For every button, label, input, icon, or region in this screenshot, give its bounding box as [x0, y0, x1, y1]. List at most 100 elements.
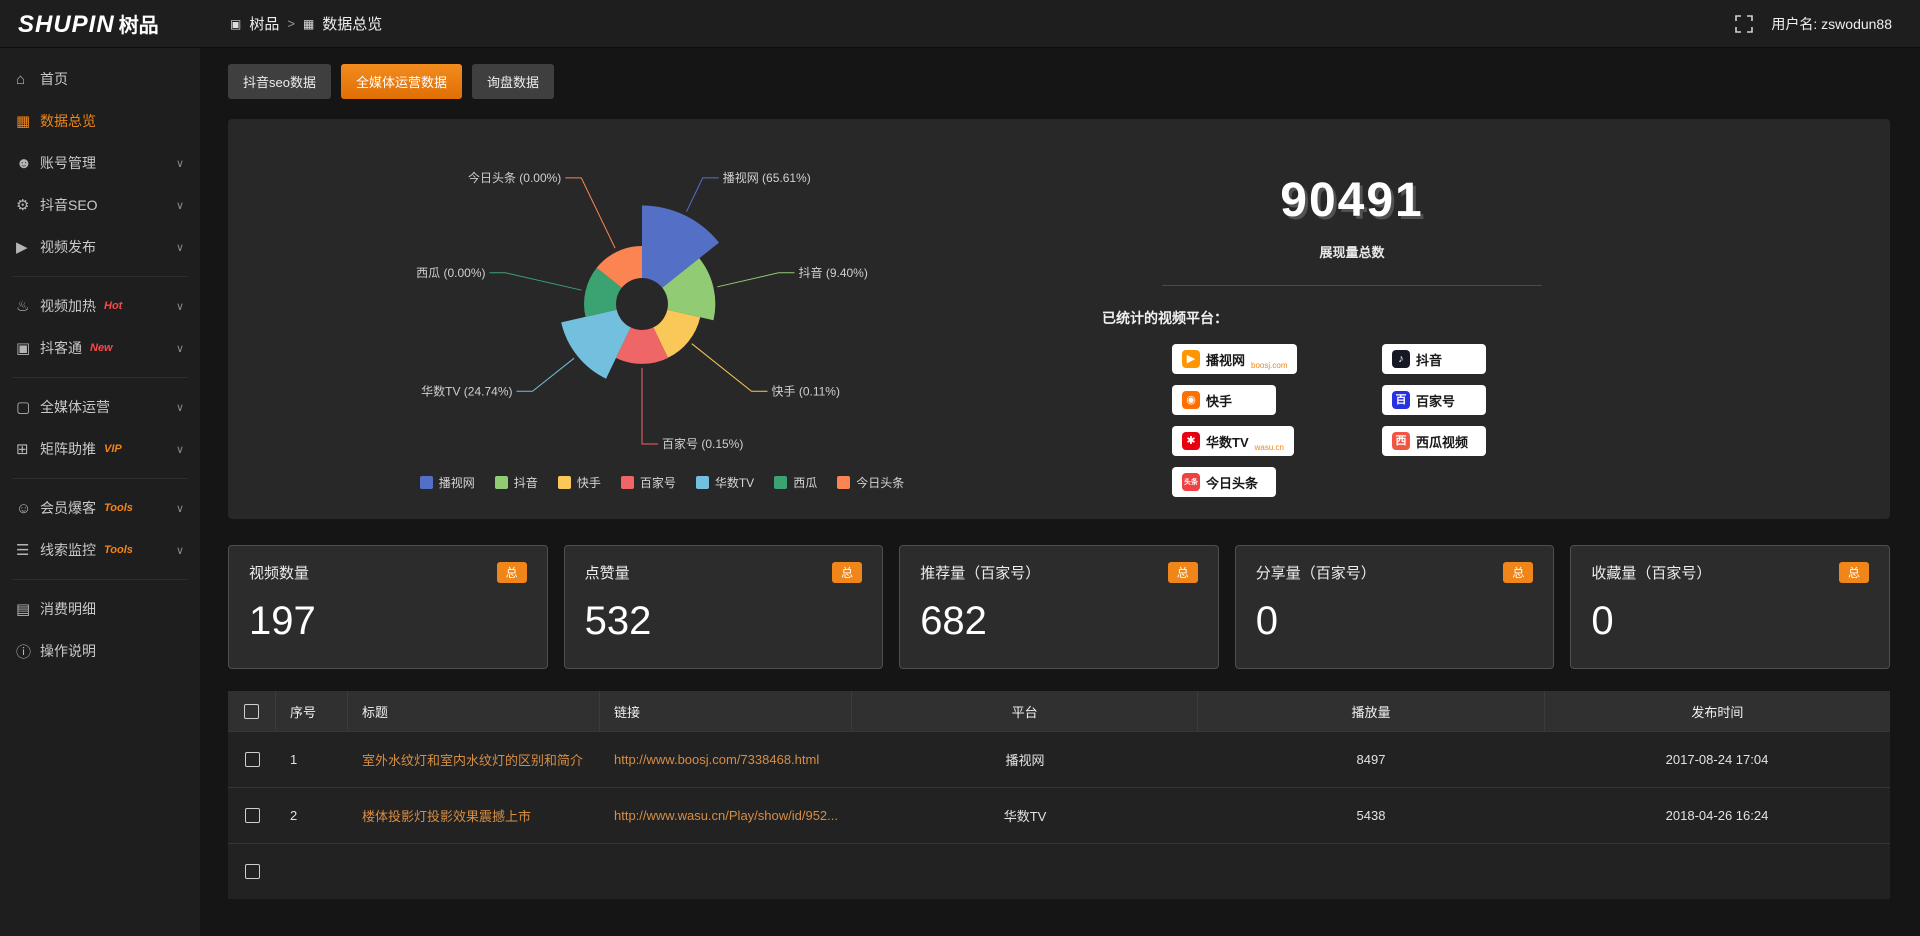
table-row — [228, 843, 1890, 899]
logo-text-cn: 树品 — [118, 14, 159, 37]
sidebar-item-media-ops[interactable]: ▢ 全媒体运营 ∨ — [16, 399, 184, 416]
legend-swatch — [837, 476, 851, 489]
sidebar-divider — [12, 377, 188, 378]
pie-label: 华数TV (24.74%) — [421, 383, 512, 398]
tab-douyin-seo-data[interactable]: 抖音seo数据 — [228, 64, 331, 99]
tab-media-ops-data[interactable]: 全媒体运营数据 — [340, 64, 462, 99]
username-menu[interactable]: 用户名: zswodun88 — [1771, 15, 1892, 32]
chevron-down-icon: ∨ — [175, 157, 184, 170]
total-badge[interactable]: 总 — [1503, 562, 1534, 583]
breadcrumb: ▣ 树品 > ▦ 数据总览 — [230, 13, 382, 34]
tools-tag: Tools — [104, 502, 133, 514]
pie-leader-line — [641, 367, 658, 445]
pie-slice-6[interactable] — [596, 246, 642, 288]
sidebar: ⌂ 首页 ▦ 数据总览 ☻ 账号管理 ∨ ⚙ 抖音SEO ∨ ▶ 视频发布 ∨ … — [0, 48, 200, 936]
monitor-icon: ▢ — [16, 399, 31, 416]
chevron-down-icon: ∨ — [175, 300, 184, 313]
breadcrumb-root-icon: ▣ — [230, 16, 242, 31]
fullscreen-icon[interactable] — [1735, 14, 1754, 33]
sidebar-item-home[interactable]: ⌂ 首页 — [16, 70, 68, 88]
video-url-link[interactable]: http://www.boosj.com/7338468.html — [614, 752, 820, 767]
total-badge[interactable]: 总 — [832, 562, 863, 583]
stat-card-favorites: 收藏量（百家号） 总 0 — [1570, 545, 1890, 669]
kuaishou-logo-icon: ◉ — [1182, 391, 1200, 409]
table-header: 序号 标题 链接 平台 播放量 发布时间 — [228, 691, 1890, 731]
total-badge[interactable]: 总 — [1838, 562, 1869, 583]
pie-slice-2[interactable] — [653, 309, 701, 358]
pie-slice-5[interactable] — [584, 267, 622, 317]
legend-item[interactable]: 今日头条 — [837, 474, 904, 491]
row-checkbox[interactable] — [244, 808, 260, 823]
legend-item[interactable]: 播视网 — [419, 474, 475, 491]
cell-no: 1 — [290, 752, 298, 767]
sidebar-item-data-overview[interactable]: ▦ 数据总览 — [16, 113, 96, 130]
sidebar-item-member-leads[interactable]: ☺ 会员爆客 Tools ∨ — [16, 499, 184, 517]
chevron-down-icon: ∨ — [175, 502, 184, 515]
tab-inquiry-data[interactable]: 询盘数据 — [471, 64, 554, 99]
legend-item[interactable]: 百家号 — [620, 474, 676, 491]
legend-swatch — [419, 476, 433, 489]
pie-leader-line — [686, 177, 719, 212]
grid-icon: ⊞ — [16, 441, 29, 458]
video-url-link[interactable]: http://www.wasu.cn/Play/show/id/952... — [614, 808, 838, 823]
sidebar-item-instructions[interactable]: ⓘ 操作说明 — [0, 630, 200, 672]
sidebar-item-lead-monitor[interactable]: ☰ 线索监控 Tools ∨ — [16, 542, 184, 559]
breadcrumb-current[interactable]: 数据总览 — [322, 16, 383, 33]
cell-no: 2 — [290, 808, 298, 823]
douyin-logo-icon: ♪ — [1392, 350, 1410, 368]
sidebar-item-douyin-seo[interactable]: ⚙ 抖音SEO ∨ — [16, 197, 184, 214]
new-tag: New — [90, 342, 113, 354]
legend-swatch — [557, 476, 571, 489]
legend-swatch — [695, 476, 709, 489]
video-title-link[interactable]: 楼体投影灯投影效果震撼上市 — [362, 809, 532, 824]
platform-badges: ▶ 播视网 boosj.com ◉ 快手 ✱ 华数TV wasu.cn — [1072, 344, 1632, 497]
impression-stats: 90491 展现量总数 已统计的视频平台： ▶ 播视网 boosj.com ◉ … — [1072, 139, 1632, 499]
toutiao-logo-icon: 头条 — [1182, 473, 1200, 491]
pie-label: 今日头条 (0.00%) — [468, 170, 561, 185]
sidebar-item-matrix-boost[interactable]: ⊞ 矩阵助推 VIP ∨ — [16, 441, 184, 458]
legend-item[interactable]: 快手 — [557, 474, 601, 491]
person-icon: ☺ — [16, 499, 32, 517]
sidebar-item-account[interactable]: ☻ 账号管理 ∨ — [16, 154, 184, 172]
sidebar-item-video-publish[interactable]: ▶ 视频发布 ∨ — [16, 239, 184, 256]
pie-leader-line — [565, 177, 616, 249]
platform-badges-left: ▶ 播视网 boosj.com ◉ 快手 ✱ 华数TV wasu.cn — [1172, 344, 1322, 497]
baijiahao-logo-icon: 百 — [1392, 391, 1410, 409]
sidebar-divider — [12, 276, 188, 277]
total-badge[interactable]: 总 — [1167, 562, 1198, 583]
chat-icon: ▣ — [16, 340, 31, 357]
col-header-link: 链接 — [600, 691, 852, 731]
legend-item[interactable]: 抖音 — [494, 474, 538, 491]
sidebar-divider — [12, 478, 188, 479]
boosj-logo-icon: ▶ — [1182, 350, 1200, 368]
chevron-down-icon: ∨ — [175, 544, 184, 557]
platforms-title: 已统计的视频平台： — [1102, 310, 1228, 326]
xigua-logo-icon: 西 — [1392, 432, 1410, 450]
logo-text-en: SHUPIN — [18, 10, 115, 38]
total-badge[interactable]: 总 — [496, 562, 527, 583]
hot-tag: Hot — [104, 300, 123, 312]
cell-time: 2017-08-24 17:04 — [1665, 752, 1769, 767]
pie-slice-0[interactable] — [642, 205, 719, 288]
pie-slice-3[interactable] — [616, 327, 668, 364]
breadcrumb-separator: > — [287, 16, 295, 31]
pie-slice-1[interactable] — [662, 258, 716, 321]
stat-value: 532 — [584, 599, 652, 643]
sidebar-item-video-heat[interactable]: ♨ 视频加热 Hot ∨ — [16, 298, 184, 315]
row-checkbox[interactable] — [244, 752, 260, 767]
video-title-link[interactable]: 室外水纹灯和室内水纹灯的区别和简介 — [362, 753, 584, 768]
pie-slice-4[interactable] — [561, 309, 631, 379]
chevron-down-icon: ∨ — [175, 342, 184, 355]
divider — [1162, 285, 1542, 286]
select-all-checkbox[interactable] — [244, 703, 259, 719]
sidebar-item-consume-detail[interactable]: ▤ 消费明细 — [16, 601, 96, 618]
legend-item[interactable]: 华数TV — [695, 474, 754, 491]
bar-chart-icon: ▦ — [16, 113, 31, 130]
legend-swatch — [620, 476, 634, 489]
stat-value: 197 — [249, 599, 316, 643]
sidebar-item-douketong[interactable]: ▣ 抖客通 New ∨ — [16, 340, 184, 357]
legend-item[interactable]: 西瓜 — [774, 474, 817, 491]
row-checkbox[interactable] — [244, 864, 260, 879]
stat-value: 0 — [1255, 599, 1279, 643]
breadcrumb-root[interactable]: 树品 — [249, 16, 280, 33]
